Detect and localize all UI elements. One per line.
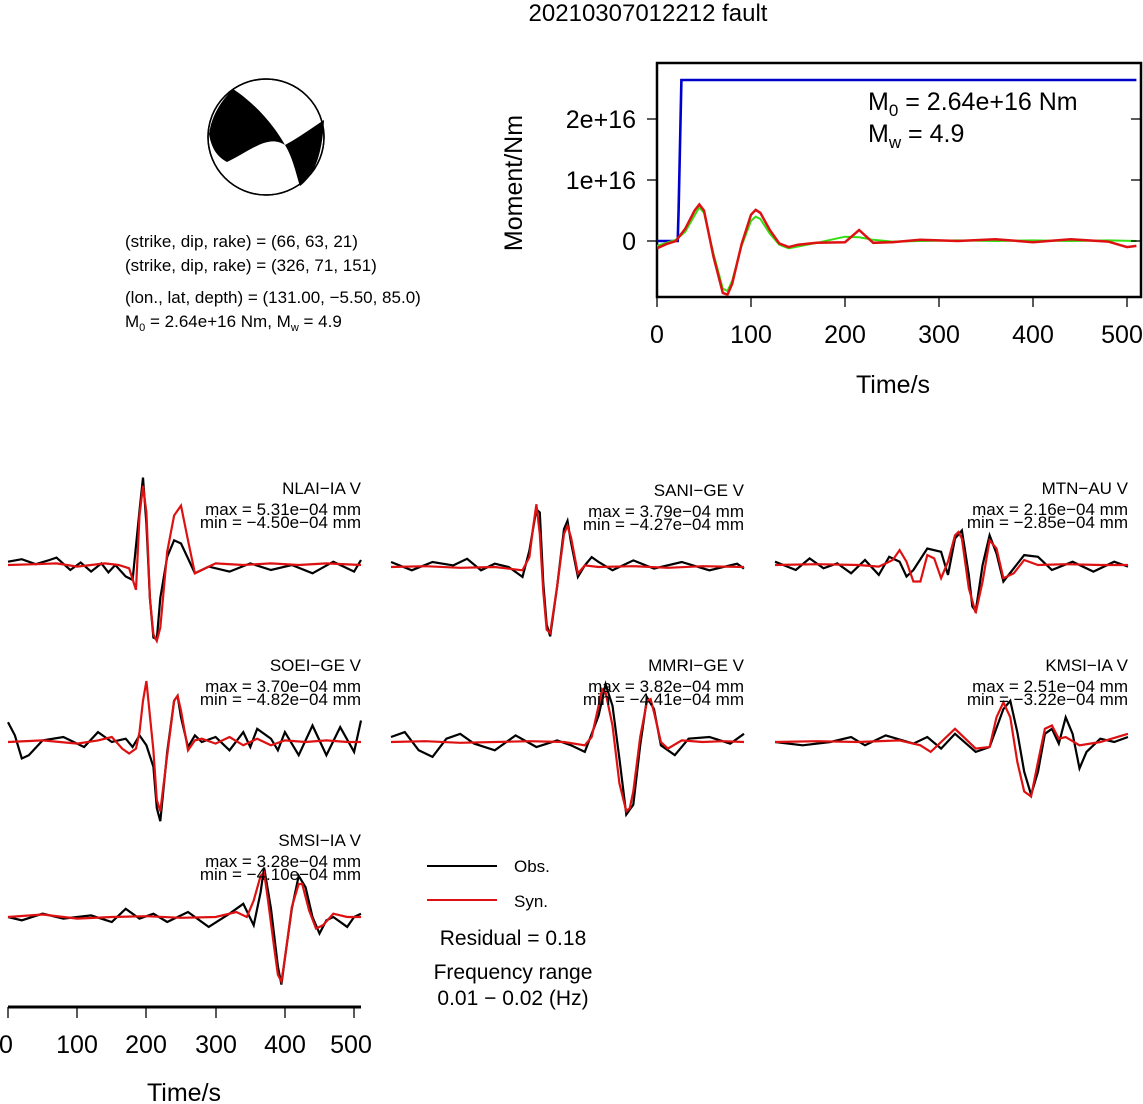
beachball [207, 78, 325, 196]
x-tick-label: 300 [195, 1031, 237, 1059]
station-max: max = 3.28e−04 mm [205, 852, 361, 871]
legend-syn-label: Syn. [514, 892, 548, 911]
station-name: MTN−AU V [1042, 479, 1129, 498]
y-tick-label: 0 [622, 228, 636, 256]
residual-label: Residual = 0.18 [440, 927, 587, 950]
synthetic-waveform [774, 530, 1128, 614]
moment-x-axis: 0 100 200 300 400 500 [650, 297, 1143, 349]
observed-waveform [7, 867, 362, 985]
x-tick-label: 400 [1012, 321, 1054, 349]
moment-panel: 2e+16 1e+16 0 0 100 200 300 400 500 Time… [500, 61, 1143, 399]
waveform-x-axis-label: Time/s [147, 1079, 221, 1104]
station-name: MMRI−GE V [648, 656, 745, 675]
synthetic-waveform [7, 485, 362, 644]
x-tick-label: 100 [56, 1031, 98, 1059]
legend-obs-label: Obs. [514, 857, 550, 876]
frequency-range-label: Frequency range [434, 961, 593, 984]
station-name: SMSI−IA V [278, 831, 361, 850]
observed-waveform [774, 698, 1129, 799]
station-min: min = −4.50e−04 mm [200, 513, 361, 532]
synthetic-waveform [390, 504, 745, 636]
moment-rate-syn-line [657, 205, 1137, 293]
station-max: max = 3.70e−04 mm [205, 677, 361, 696]
station-max: max = 2.51e−04 mm [972, 677, 1128, 696]
hypocenter-location: (lon., lat, depth) = (131.00, −5.50, 85.… [125, 288, 421, 307]
station-min: min = −4.41e−04 mm [583, 690, 744, 709]
synthetic-waveform [390, 687, 745, 814]
station-min: min = −3.22e−04 mm [967, 690, 1128, 709]
station-name: NLAI−IA V [282, 479, 362, 498]
moment-magnitude-line: M0 = 2.64e+16 Nm, Mw = 4.9 [125, 312, 342, 334]
station-max: max = 3.82e−04 mm [588, 677, 744, 696]
station-max: max = 2.16e−04 mm [972, 500, 1128, 519]
x-tick-label: 200 [125, 1031, 167, 1059]
waveform-x-axis: 0 100 200 300 400 500 Time/s [0, 1005, 372, 1104]
x-tick-label: 500 [1101, 321, 1143, 349]
mechanism-plane-2: (strike, dip, rake) = (326, 71, 151) [125, 256, 377, 275]
station-min: min = −4.82e−04 mm [200, 690, 361, 709]
legend: Obs. Syn. [427, 857, 550, 911]
station-name: KMSI−IA V [1045, 656, 1128, 675]
moment-series [657, 78, 1137, 297]
observed-waveform [390, 680, 745, 818]
station-min: min = −4.10e−04 mm [200, 865, 361, 884]
moment-rate-obs-line [657, 202, 1137, 297]
station-name: SOEI−GE V [270, 656, 362, 675]
y-tick-label: 1e+16 [566, 167, 636, 195]
synthetic-waveform [774, 699, 1129, 799]
mechanism-plane-1: (strike, dip, rake) = (66, 63, 21) [125, 232, 358, 251]
x-tick-label: 0 [0, 1031, 13, 1059]
x-tick-label: 0 [650, 321, 664, 349]
x-tick-label: 200 [824, 321, 866, 349]
x-tick-label: 500 [330, 1031, 372, 1059]
station-min: min = −4.27e−04 mm [583, 515, 744, 534]
moment-mw-label: Mw = 4.9 [868, 120, 964, 152]
station-name: SANI−GE V [654, 481, 745, 500]
station-max: max = 5.31e−04 mm [205, 500, 361, 519]
frequency-range-value: 0.01 − 0.02 (Hz) [437, 987, 588, 1010]
moment-y-axis: 2e+16 1e+16 0 [566, 106, 1141, 256]
observed-waveform [7, 692, 363, 822]
observed-waveform [774, 527, 1129, 615]
x-tick-label: 300 [918, 321, 960, 349]
y-tick-label: 2e+16 [566, 106, 636, 134]
x-tick-label: 400 [264, 1031, 306, 1059]
station-min: min = −2.85e−04 mm [967, 513, 1128, 532]
synthetic-waveform [7, 870, 361, 985]
x-tick-label: 100 [730, 321, 772, 349]
moment-x-axis-label: Time/s [856, 371, 930, 399]
synthetic-waveform [7, 680, 361, 812]
station-max: max = 3.79e−04 mm [588, 502, 744, 521]
figure-title: 20210307012212 fault [529, 0, 768, 27]
moment-m0-label: M0 = 2.64e+16 Nm [868, 88, 1078, 120]
moment-y-axis-label: Moment/Nm [500, 115, 528, 251]
